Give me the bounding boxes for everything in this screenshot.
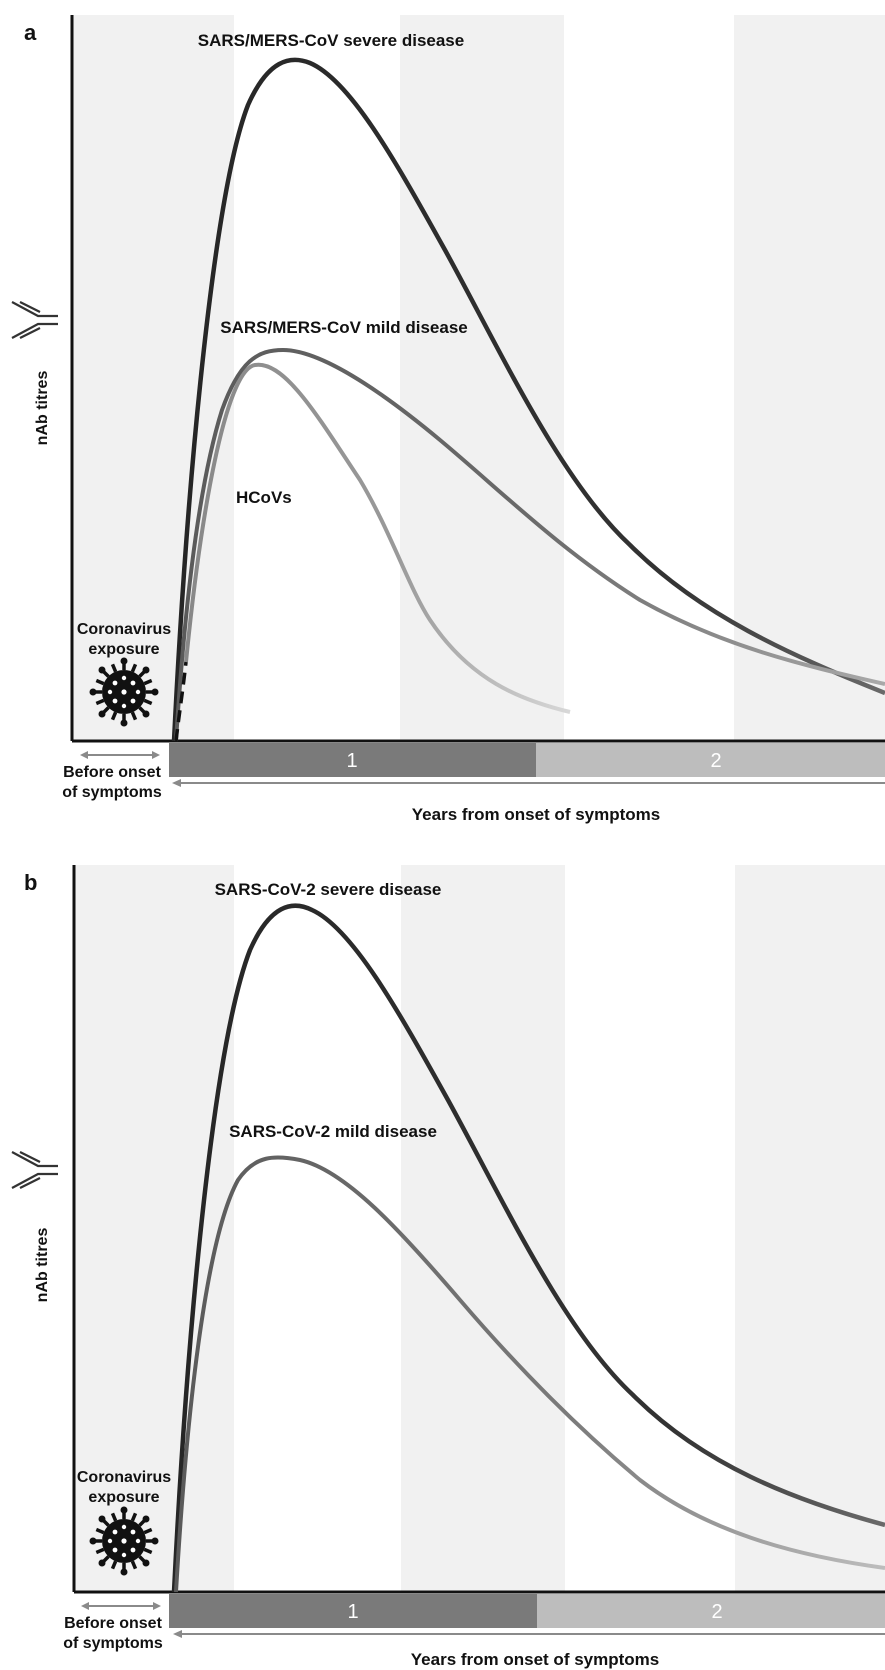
timeline-year-1 [169, 1594, 537, 1628]
exposure-label-a-2: exposure [88, 641, 159, 658]
timeline-arrow-b [173, 1630, 885, 1638]
panel-a: SARS/MERS-CoV severe disease SARS/MERS-C… [10, 15, 885, 824]
exposure-label-a-1: Coronavirus [77, 621, 171, 638]
exposure-label-b-1: Coronavirus [77, 1469, 171, 1486]
curve-sars-cov-2-mild [174, 1155, 885, 1593]
y-axis-label-b: nAb titres [34, 1228, 51, 1303]
background-bands [72, 15, 885, 741]
label-sars-mers-severe: SARS/MERS-CoV severe disease [198, 31, 464, 50]
before-onset-label-a-1: Before onset [63, 764, 161, 781]
x-axis-label-a: Years from onset of symptoms [412, 805, 660, 824]
curve-sars-cov-2-severe [171, 903, 885, 1593]
before-onset-label-b-1: Before onset [64, 1615, 162, 1632]
x-axis-label-b: Years from onset of symptoms [411, 1650, 659, 1669]
timeline-year-2 [537, 1594, 885, 1628]
antibody-icon [10, 300, 60, 340]
curve-sars-mers-mild [174, 347, 885, 742]
timeline-tick-2: 2 [710, 750, 721, 772]
panel-letter-b: b [24, 870, 37, 895]
label-sars-mers-mild: SARS/MERS-CoV mild disease [220, 318, 468, 337]
virus-icon [87, 1504, 161, 1578]
label-sars-cov-2-severe: SARS-CoV-2 severe disease [215, 880, 442, 899]
before-onset-arrow [80, 751, 160, 759]
background-bands [74, 865, 885, 1592]
before-onset-label-b-2: of symptoms [63, 1635, 163, 1652]
panel-letter-a: a [24, 20, 37, 45]
label-hcovs: HCoVs [236, 488, 292, 507]
exposure-label-b-2: exposure [88, 1489, 159, 1506]
virus-icon [87, 655, 161, 729]
antibody-icon [10, 1150, 60, 1190]
label-sars-cov-2-mild: SARS-CoV-2 mild disease [229, 1122, 437, 1141]
panel-b: SARS-CoV-2 severe disease SARS-CoV-2 mil… [10, 865, 885, 1669]
timeline-arrow-a [172, 779, 885, 787]
curve-hcovs [184, 362, 571, 714]
timeline-tick-1: 1 [347, 1601, 358, 1623]
before-onset-label-a-2: of symptoms [62, 784, 162, 801]
timeline-year-1 [169, 743, 536, 777]
before-onset-arrow [81, 1602, 161, 1610]
timeline-year-2 [536, 743, 885, 777]
curve-hcovs-dashed [174, 661, 188, 742]
timeline-tick-1: 1 [346, 750, 357, 772]
timeline-tick-2: 2 [711, 1601, 722, 1623]
curve-sars-mers-severe [171, 57, 885, 742]
y-axis-label-a: nAb titres [34, 371, 51, 446]
